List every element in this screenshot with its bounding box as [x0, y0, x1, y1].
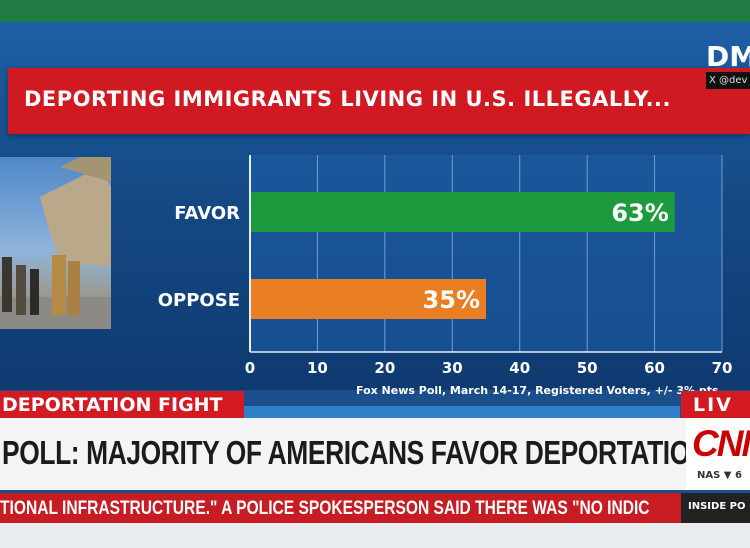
x-tick-label: 30 — [442, 359, 463, 377]
x-tick-label: 20 — [374, 359, 395, 377]
value-label-favor: 63% — [611, 199, 668, 227]
inside-politics-bug: INSIDE PO — [681, 493, 750, 523]
x-tick-label: 70 — [712, 359, 733, 377]
segment-tag-label: DEPORTATION FIGHT — [2, 394, 223, 416]
source-note: Fox News Poll, March 14-17, Registered V… — [356, 384, 719, 397]
category-label-oppose: OPPOSE — [158, 290, 240, 311]
news-ticker: TIONAL INFRASTRUCTURE." A POLICE SPOKESP… — [0, 493, 681, 523]
x-tick-label: 0 — [245, 359, 255, 377]
chart-bars: FAVOR 63% OPPOSE 35% — [158, 192, 675, 319]
chart-grid — [249, 155, 723, 353]
market-ticker: NAS ▼ 6 — [697, 470, 742, 481]
plot-area — [250, 155, 722, 352]
network-bug — [686, 418, 750, 490]
x-tick-label: 40 — [509, 359, 530, 377]
headline-text: POLL: MAJORITY OF AMERICANS FAVOR DEPORT… — [2, 434, 726, 471]
bottom-strip — [0, 523, 750, 548]
x-tick-label: 10 — [307, 359, 328, 377]
live-label: LIV — [693, 394, 733, 416]
top-strip — [0, 0, 750, 22]
headline-bar: POLL: MAJORITY OF AMERICANS FAVOR DEPORT… — [0, 418, 726, 490]
inside-label: INSIDE PO — [688, 501, 746, 512]
tag-underline — [244, 406, 680, 418]
live-badge: LIV — [681, 391, 750, 418]
x-tick-label: 50 — [577, 359, 598, 377]
value-label-oppose: 35% — [423, 286, 480, 314]
x-tick-label: 60 — [644, 359, 665, 377]
segment-tag: DEPORTATION FIGHT — [0, 391, 244, 418]
photo-inset — [0, 157, 111, 329]
category-label-favor: FAVOR — [174, 203, 240, 224]
bar-chart: FAVOR 63% OPPOSE 35% 0 10 20 30 40 50 60 70 Fox Ne… — [158, 155, 733, 397]
page-title: DEPORTING IMMIGRANTS LIVING IN U.S. ILLE… — [24, 87, 672, 111]
bar-favor — [251, 192, 675, 232]
title-banner: DEPORTING IMMIGRANTS LIVING IN U.S. ILLE… — [8, 68, 750, 134]
aircraft-photo-image — [0, 157, 111, 329]
bar-oppose — [251, 279, 486, 319]
network-logo: CNN — [692, 423, 750, 464]
channel-logo: DM — [706, 40, 750, 73]
x-axis-ticks: 0 10 20 30 40 50 60 70 — [245, 359, 733, 377]
social-handle: X @dev — [706, 72, 750, 89]
ticker-text: TIONAL INFRASTRUCTURE." A POLICE SPOKESP… — [0, 498, 650, 519]
